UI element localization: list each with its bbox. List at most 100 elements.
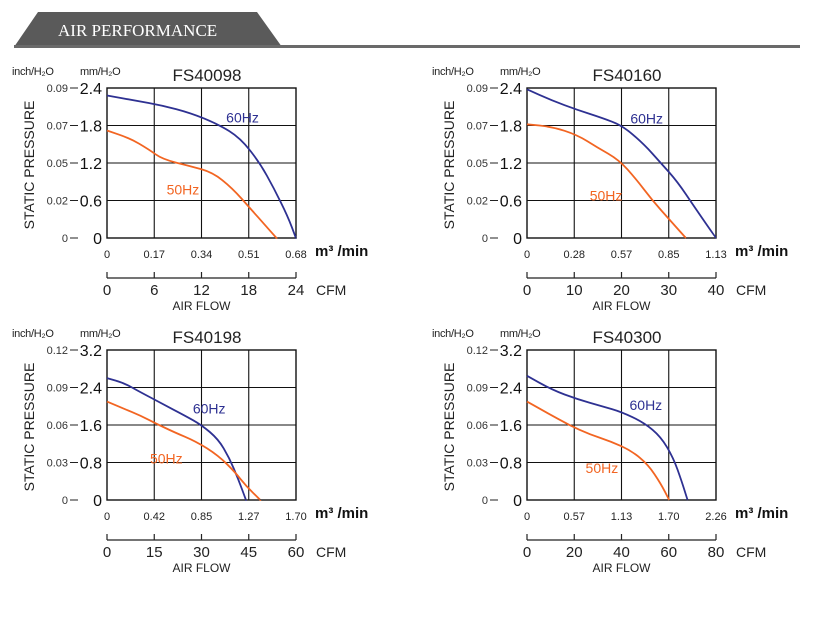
series-line-50hz (106, 400, 262, 501)
x-axis-label: AIR FLOW (172, 299, 231, 313)
section-header-graphic: AIR PERFORMANCE (14, 12, 800, 48)
y-tick-mm: 0 (93, 493, 102, 510)
y-unit-inch: inch/H₂O (12, 66, 54, 78)
x-unit-cfm: CFM (316, 282, 346, 298)
series-line-50hz (106, 129, 278, 239)
x-unit-m3min: m³ /min (315, 243, 368, 260)
y-unit-mm: mm/H₂O (80, 328, 121, 340)
y-tick-inch: 0 (482, 495, 488, 507)
y-tick-mm: 0.8 (500, 456, 522, 473)
x-axis-label: AIR FLOW (172, 561, 231, 575)
y-unit-inch: inch/H₂O (432, 328, 474, 340)
section-header: AIR PERFORMANCE (0, 0, 816, 60)
y-tick-mm: 3.2 (80, 343, 102, 360)
y-tick-mm: 2.4 (500, 381, 522, 398)
y-tick-mm: 0 (93, 231, 102, 248)
y-tick-inch: 0.03 (47, 458, 68, 470)
series-label-60hz: 60Hz (630, 111, 663, 127)
y-tick-inch: 0.07 (47, 121, 68, 133)
y-axis-label: STATIC PRESSURE (441, 363, 457, 492)
series-line-60hz (526, 88, 717, 239)
y-unit-mm: mm/H₂O (500, 66, 541, 78)
y-tick-inch: 0.06 (47, 420, 68, 432)
y-tick-mm: 0.6 (500, 194, 522, 211)
x-tick-cfm: 30 (193, 544, 210, 561)
chart-fs40198: FS40198 inch/H₂O mm/H₂O STATIC PRESSURE 0 0 0.… (0, 322, 400, 584)
x-tick-cfm: 40 (613, 544, 630, 561)
x-unit-cfm: CFM (736, 544, 766, 560)
x-tick-m3min: 1.70 (285, 511, 306, 523)
y-tick-mm: 1.6 (500, 418, 522, 435)
y-tick-inch: 0.09 (467, 83, 488, 95)
x-tick-m3min: 0 (524, 249, 530, 261)
y-tick-mm: 1.2 (500, 156, 522, 173)
x-tick-m3min: 0.28 (564, 249, 585, 261)
y-tick-mm: 0 (513, 493, 522, 510)
y-axis-label: STATIC PRESSURE (21, 101, 37, 230)
y-tick-inch: 0.12 (47, 345, 68, 357)
series-label-50hz: 50Hz (150, 450, 183, 466)
y-unit-mm: mm/H₂O (500, 328, 541, 340)
x-tick-m3min: 0.42 (144, 511, 165, 523)
x-tick-cfm: 60 (288, 544, 305, 561)
series-label-50hz: 50Hz (590, 188, 623, 204)
x-tick-cfm: 0 (523, 544, 531, 561)
x-unit-m3min: m³ /min (735, 505, 788, 522)
y-unit-inch: inch/H₂O (12, 328, 54, 340)
x-tick-m3min: 1.13 (611, 511, 632, 523)
x-axis-label: AIR FLOW (592, 561, 651, 575)
series-label-60hz: 60Hz (193, 401, 226, 417)
y-tick-mm: 3.2 (500, 343, 522, 360)
x-tick-cfm: 15 (146, 544, 163, 561)
x-unit-m3min: m³ /min (735, 243, 788, 260)
y-axis-label: STATIC PRESSURE (21, 363, 37, 492)
header-tab-shape (14, 12, 282, 47)
y-tick-mm: 1.8 (80, 119, 102, 136)
x-tick-m3min: 0.85 (658, 249, 679, 261)
x-tick-m3min: 0.85 (191, 511, 212, 523)
x-tick-cfm: 30 (660, 282, 677, 299)
x-tick-m3min: 1.70 (658, 511, 679, 523)
x-tick-m3min: 0.34 (191, 249, 212, 261)
y-tick-inch: 0 (62, 233, 68, 245)
y-tick-inch: 0.07 (467, 121, 488, 133)
x-axis-label: AIR FLOW (592, 299, 651, 313)
x-tick-cfm: 0 (103, 282, 111, 299)
header-rule (14, 45, 800, 48)
y-tick-inch: 0.03 (467, 458, 488, 470)
plot-grid (106, 349, 297, 501)
y-tick-mm: 2.4 (80, 381, 102, 398)
x-tick-cfm: 12 (193, 282, 210, 299)
y-axis-label: STATIC PRESSURE (441, 101, 457, 230)
x-tick-m3min: 0.17 (144, 249, 165, 261)
series-line-50hz (526, 123, 687, 239)
chart-fs40160: FS40160 inch/H₂O mm/H₂O STATIC PRESSURE 0 0 0.… (420, 60, 816, 322)
x-tick-cfm: 6 (150, 282, 158, 299)
y-tick-inch: 0.09 (47, 83, 68, 95)
x-tick-cfm: 40 (708, 282, 725, 299)
x-tick-cfm: 24 (288, 282, 305, 299)
series-label-50hz: 50Hz (586, 460, 619, 476)
x-tick-cfm: 0 (103, 544, 111, 561)
x-tick-cfm: 20 (613, 282, 630, 299)
y-tick-mm: 0.6 (80, 194, 102, 211)
x-tick-m3min: 1.27 (238, 511, 259, 523)
series-label-60hz: 60Hz (226, 109, 259, 125)
chart-title: FS40300 (593, 328, 662, 347)
chart-fs40098: FS40098 inch/H₂O mm/H₂O STATIC PRESSURE 0 0 0.… (0, 60, 400, 322)
y-tick-inch: 0.09 (467, 383, 488, 395)
y-unit-inch: inch/H₂O (432, 66, 474, 78)
x-tick-m3min: 0.51 (238, 249, 259, 261)
y-tick-mm: 1.2 (80, 156, 102, 173)
y-tick-inch: 0 (482, 233, 488, 245)
series-line-50hz (526, 400, 671, 501)
y-tick-inch: 0.05 (47, 158, 68, 170)
chart-fs40300: FS40300 inch/H₂O mm/H₂O STATIC PRESSURE 0 0 0.… (420, 322, 816, 584)
y-tick-inch: 0 (62, 495, 68, 507)
y-tick-mm: 1.8 (500, 119, 522, 136)
x-tick-m3min: 0.57 (564, 511, 585, 523)
x-tick-m3min: 2.26 (705, 511, 726, 523)
y-tick-mm: 2.4 (80, 81, 102, 98)
